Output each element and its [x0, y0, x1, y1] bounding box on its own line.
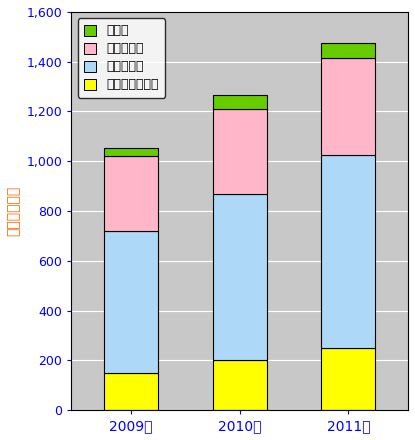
Bar [212, 194, 267, 360]
Bar [321, 155, 376, 348]
Bar [104, 147, 158, 156]
Bar [321, 348, 376, 410]
Bar [321, 58, 376, 155]
Bar [104, 373, 158, 410]
Bar [212, 360, 267, 410]
Legend: その他, 固体レーザ, 気体レーザ, ファイバレーザ: その他, 固体レーザ, 気体レーザ, ファイバレーザ [78, 18, 165, 98]
Bar [212, 95, 267, 109]
Bar [104, 231, 158, 373]
Bar [104, 156, 158, 231]
Y-axis label: （億円／年）: （億円／年） [7, 186, 21, 236]
Bar [321, 43, 376, 58]
Bar [212, 109, 267, 194]
